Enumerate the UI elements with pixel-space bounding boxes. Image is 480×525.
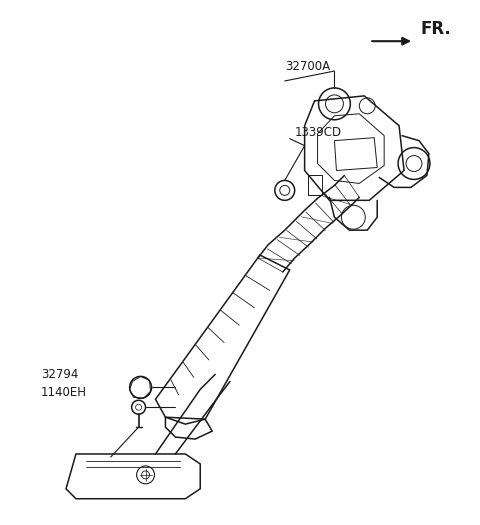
Text: 1140EH: 1140EH xyxy=(41,386,87,400)
Text: FR.: FR. xyxy=(421,20,452,38)
Text: 32794: 32794 xyxy=(41,369,79,381)
Text: 1339CD: 1339CD xyxy=(295,125,342,139)
Text: 32700A: 32700A xyxy=(285,60,330,73)
